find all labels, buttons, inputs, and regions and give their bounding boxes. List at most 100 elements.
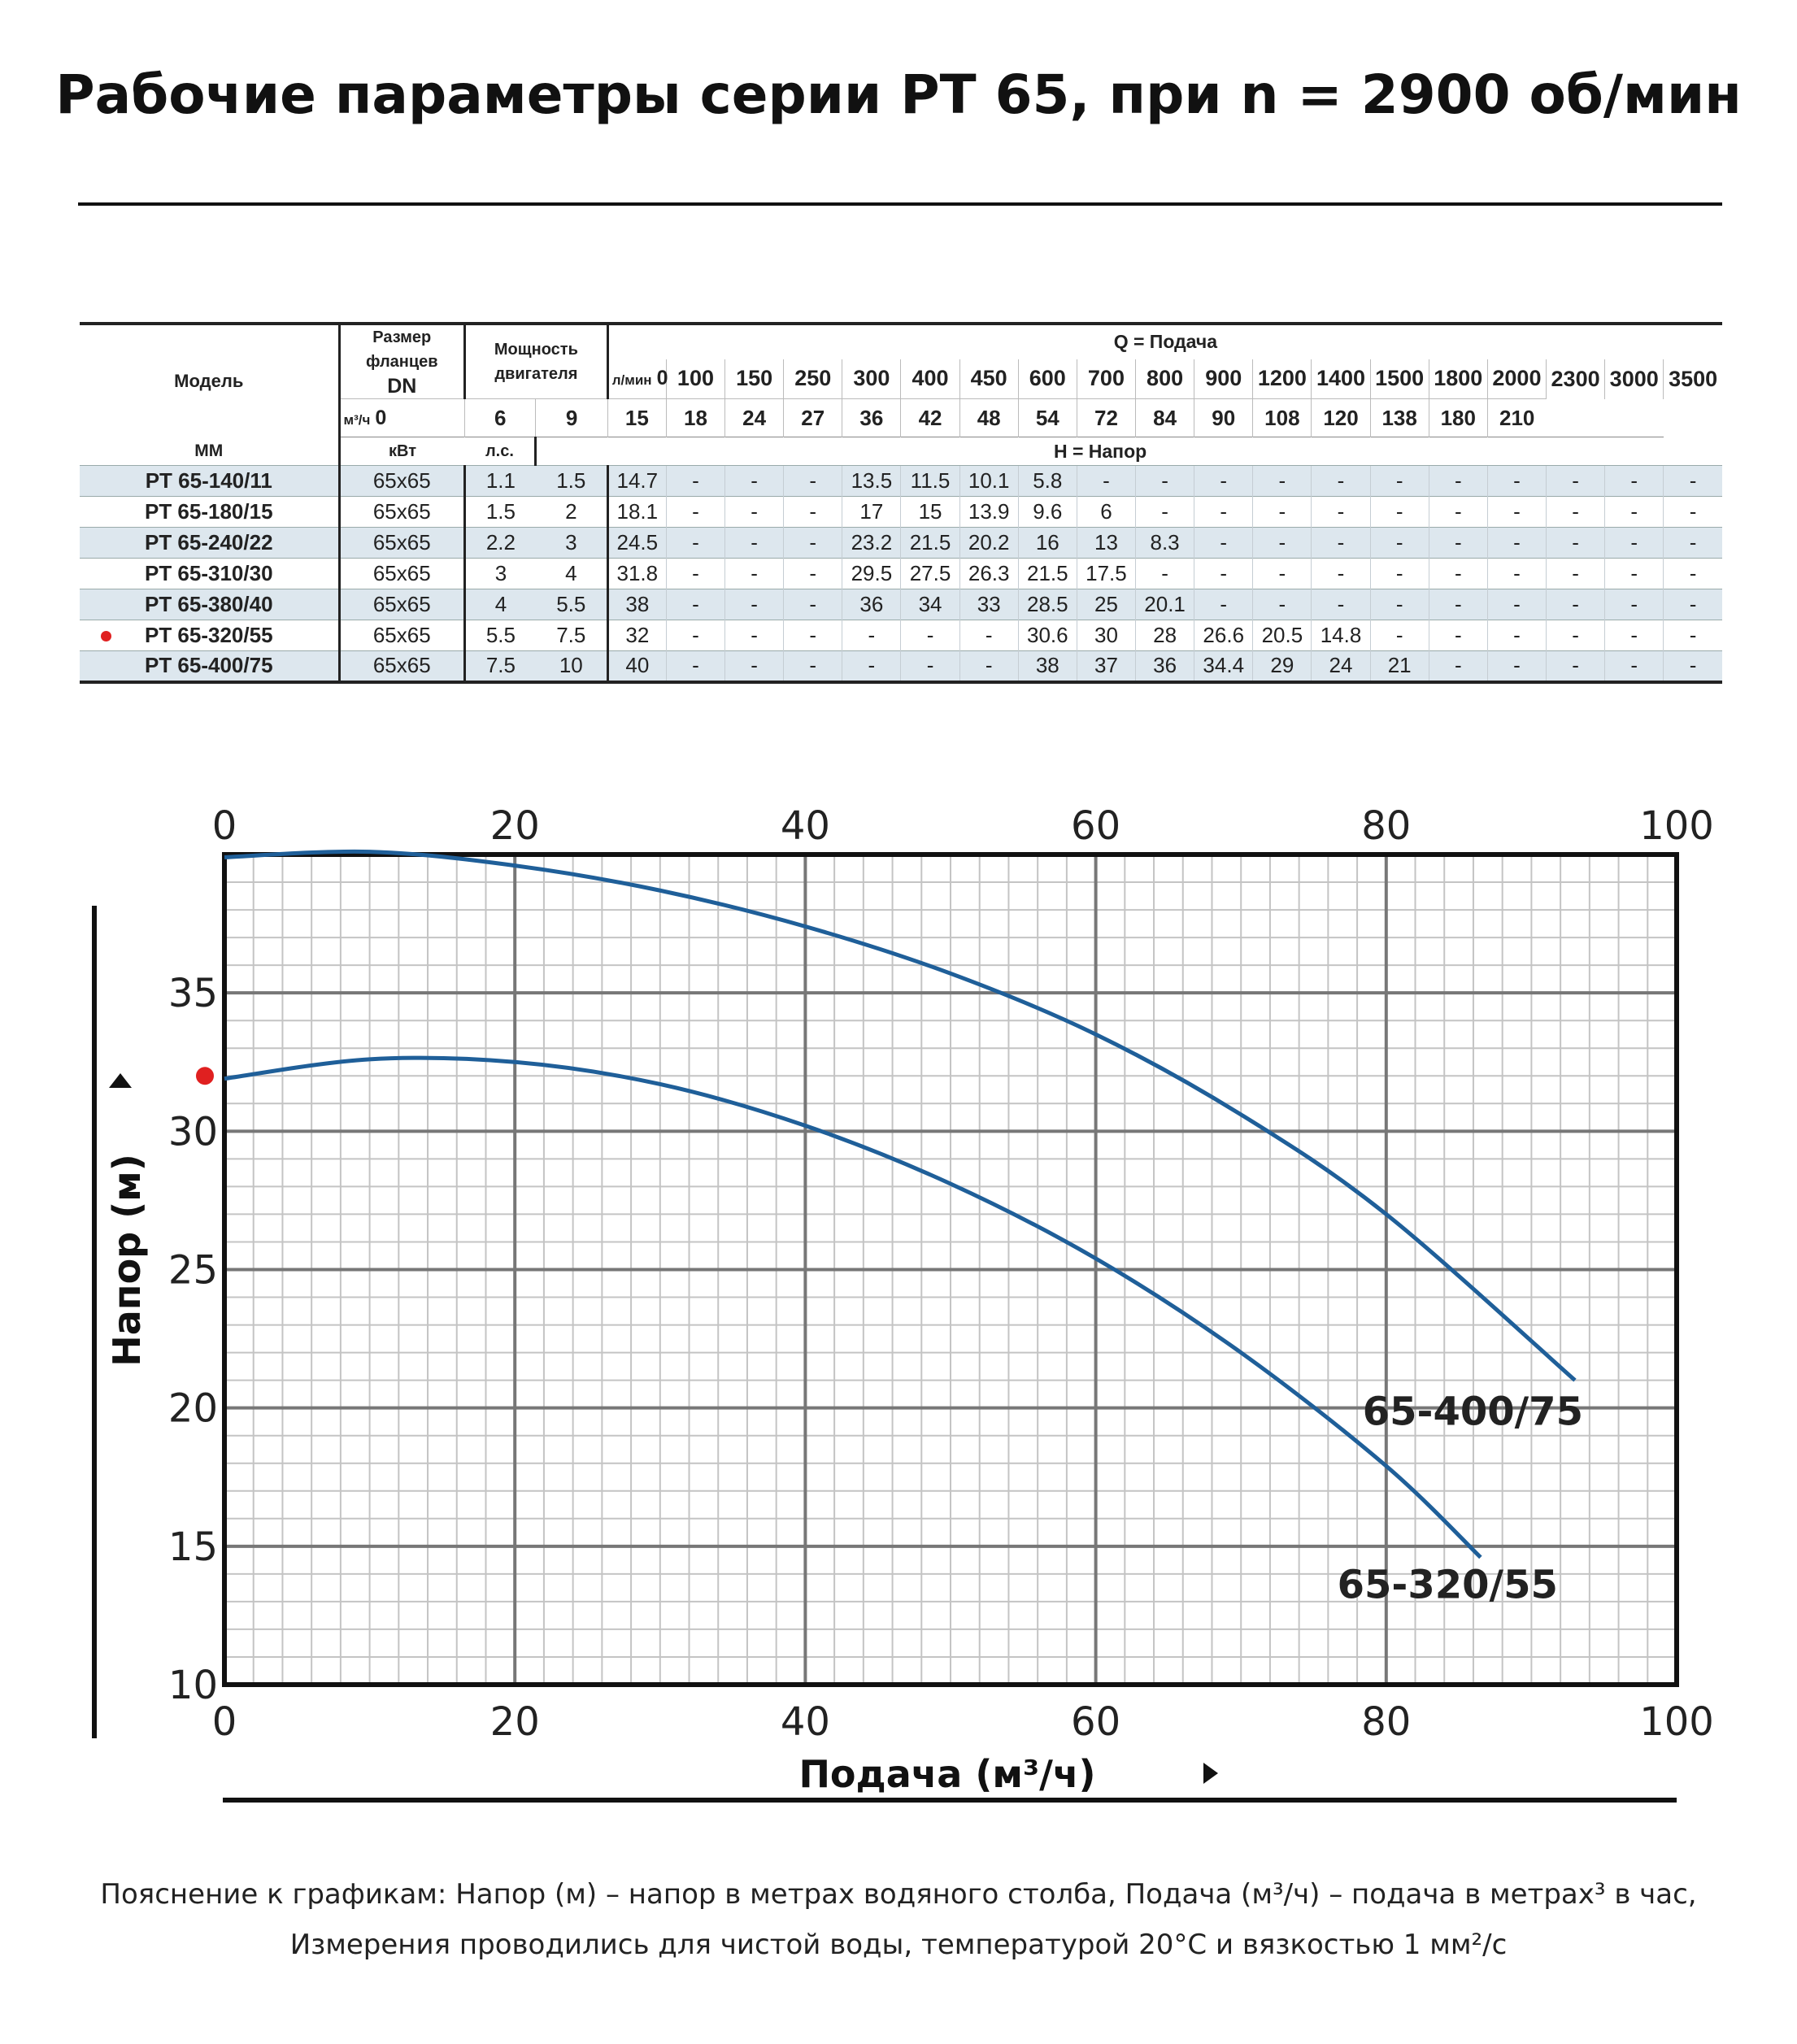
flow-m3h-header: 84 [1135,398,1194,437]
flow-m3h-header: 90 [1194,398,1253,437]
head-cell: - [1252,496,1312,528]
page-title: Рабочие параметры серии PT 65, при n = 2… [55,63,1742,126]
table-row: PT 65-140/11 65x65 1.1 1.5 14.7- - -13.5 11.5 10… [80,465,1722,497]
head-cell: 33 [959,589,1019,620]
head-cell: 29 [1252,650,1312,684]
head-cell: 28.5 [1017,589,1077,620]
head-cell: 21.5 [900,527,960,559]
head-cell: - [724,558,784,589]
head-cell: 23.2 [842,527,901,559]
head-cell: 34.4 [1194,650,1253,684]
head-cell: - [665,496,725,528]
head-cell: 14.8 [1311,620,1371,651]
head-cell: - [724,650,784,684]
head-cell: - [1369,527,1429,559]
x-tick-top-label: 0 [212,803,237,849]
head-cell: - [1545,620,1605,651]
head-cell: - [1311,589,1371,620]
flow-lpm-header: 900 [1194,359,1253,399]
head-cell: - [724,465,784,497]
head-cell: - [1604,650,1664,684]
y-axis-arrow-icon [109,1073,132,1088]
head-cell: - [1486,465,1547,497]
x-tick-bottom-label: 100 [1639,1699,1714,1745]
head-cell: - [900,650,960,684]
head-cell: - [1663,589,1722,620]
head-cell: - [900,620,960,651]
flow-lpm-header: 2000 [1486,359,1547,399]
table-row: PT 65-240/22 65x65 2.2 3 24.5- - -23.2 21.5 20.2… [80,527,1722,559]
head-cell: - [1369,496,1429,528]
head-cell: - [1252,558,1312,589]
series-label: 65-400/75 [1363,1389,1583,1435]
table-row: PT 65-380/40 65x65 4 5.5 38- - -36 34 33 28.5 25 20… [80,589,1722,620]
head-cell: - [1604,465,1664,497]
model-cell: PT 65-310/30 [80,558,341,589]
hp-cell: 4 [535,558,609,589]
flow-m3h-header: 6 [463,398,536,437]
head-cell: 10.1 [959,465,1019,497]
kw-cell: 3 [464,558,536,589]
flange-cell: 65x65 [339,527,466,559]
flow-lpm-header: 300 [842,359,901,399]
flow-lpm-header: 700 [1076,359,1136,399]
flow-lpm-value: 0 [656,367,668,390]
kw-header: кВт [339,437,465,466]
caption-line-1: Пояснение к графикам: Напор (м) – напор … [100,1878,1697,1911]
model-cell: PT 65-400/75 [80,650,341,684]
head-title: H = Напор [535,437,1664,466]
model-name: PT 65-320/55 [144,623,273,647]
model-header: Модель [80,324,341,437]
head-cell: 8.3 [1135,527,1194,559]
head-cell: - [1545,465,1605,497]
flow-lpm-header: 250 [783,359,842,399]
flange-cell: 65x65 [339,496,466,528]
head-cell: 25 [1076,589,1136,620]
flange-header: Размер фланцев DN [339,324,466,399]
hp-cell: 5.5 [535,589,609,620]
head-cell: 26.3 [959,558,1019,589]
flow-lpm-header: 1200 [1252,359,1312,399]
head-cell: - [1545,650,1605,684]
flow-lpm-header: 800 [1135,359,1194,399]
head-cell: - [1486,558,1547,589]
head-cell: - [842,650,901,684]
head-cell: - [1545,589,1605,620]
flange-cell: 65x65 [339,620,466,651]
flange-cell: 65x65 [339,589,466,620]
flow-lpm-header: 600 [1017,359,1077,399]
head-cell: - [1486,527,1547,559]
head-cell: - [1545,558,1605,589]
head-cell: - [1545,527,1605,559]
head-cell: - [1252,465,1312,497]
y-axis-label: Напор (м) [105,1154,149,1367]
model-cell: PT 65-380/40 [80,589,341,620]
head-cell: 20.1 [1135,589,1194,620]
x-tick-top-label: 80 [1361,803,1411,849]
head-cell: - [1194,589,1253,620]
head-cell: - [1486,620,1547,651]
model-name: PT 65-140/11 [145,468,272,493]
hp-cell: 7.5 [535,620,609,651]
head-cell: - [1663,620,1722,651]
kw-cell: 1.1 [464,465,536,497]
head-cell: - [665,558,725,589]
head-cell: 11.5 [900,465,960,497]
head-cell: - [1369,589,1429,620]
head-cell: - [1428,620,1488,651]
head-cell: - [1252,527,1312,559]
head-cell: 30.6 [1017,620,1077,651]
title-divider [78,202,1722,206]
caption-line-2: Измерения проводились для чистой воды, т… [289,1929,1508,1961]
head-cell: 16 [1017,527,1077,559]
flow-title: Q = Подача [1113,331,1218,353]
y-tick-label: 10 [168,1663,218,1708]
head-cell: 20.5 [1252,620,1312,651]
head-cell: 37 [1076,650,1136,684]
head-cell: - [1194,465,1253,497]
hp-cell: 3 [535,527,609,559]
head-cell: - [783,589,842,620]
head-cell: - [1428,465,1488,497]
tick-layer: 0 0 20 20 40 40 60 60 80 80 100 100 10 15 20 25 30 35 [168,803,1714,1745]
head-cell: 36 [1135,650,1194,684]
